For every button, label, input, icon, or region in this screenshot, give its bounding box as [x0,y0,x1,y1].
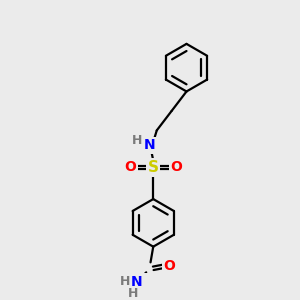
Text: O: O [124,160,136,174]
Text: O: O [170,160,182,174]
Text: O: O [164,259,175,273]
Text: N: N [143,138,155,152]
Text: H: H [132,134,142,147]
Text: H: H [120,274,130,287]
Text: H: H [128,287,139,300]
Text: N: N [130,275,142,290]
Text: S: S [148,160,159,175]
